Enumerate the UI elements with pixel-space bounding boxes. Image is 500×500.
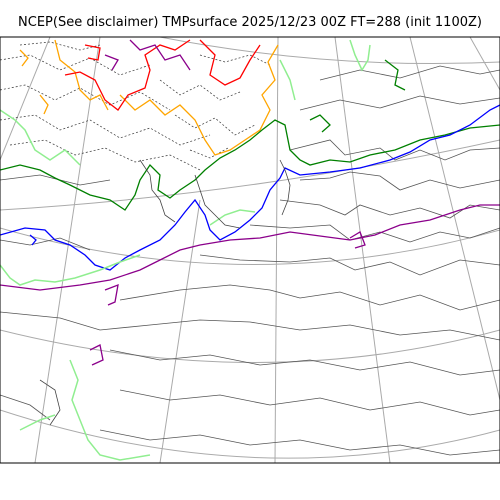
isotherm-line: [299, 171, 500, 191]
light-green-contour: [349, 39, 371, 72]
isotherm-line: [299, 95, 500, 111]
purple-contours: [0, 39, 500, 366]
purple-contour: [89, 344, 104, 366]
plot-frame: [0, 36, 500, 464]
purple-contour: [0, 204, 500, 291]
purple-contour: [104, 283, 119, 306]
graticule: [0, 37, 500, 463]
meridian-line: [34, 37, 101, 463]
light-green-contours: [0, 39, 371, 461]
dotted-contour: [174, 114, 256, 136]
dark-green-contours: [0, 59, 500, 211]
red-contours: [64, 39, 261, 111]
coastlines: [39, 159, 291, 426]
meridian-line: [469, 37, 500, 91]
light-green-contour: [209, 209, 256, 226]
orange-contours: [19, 39, 279, 156]
isotherm-line: [0, 311, 500, 341]
meridian-line: [334, 37, 391, 463]
red-contour: [84, 44, 101, 61]
meridian-line: [274, 37, 279, 463]
blue-contour: [0, 104, 500, 271]
dotted-contour: [159, 79, 241, 101]
isotherm-line: [119, 389, 500, 416]
light-green-contour: [279, 59, 296, 101]
dotted-contour: [9, 139, 201, 171]
isotherm-line: [0, 394, 51, 421]
red-contour: [199, 39, 261, 86]
purple-contour: [104, 54, 119, 71]
coastline: [194, 174, 241, 229]
dark-green-contour: [0, 119, 500, 211]
orange-contour: [39, 94, 49, 115]
isotherm-line: [99, 429, 500, 456]
parallel-line: [0, 409, 500, 459]
dark-green-contour: [309, 114, 331, 133]
light-green-contour: [69, 359, 151, 461]
map-title: NCEP(See disclaimer) TMPsurface 2025/12/…: [18, 15, 482, 30]
blue-contours: [0, 104, 500, 271]
coastline: [39, 379, 61, 426]
dotted-contour: [0, 84, 171, 111]
isotherm-line: [119, 284, 500, 311]
minor-isotherms: [0, 65, 500, 456]
isotherm-line: [109, 349, 500, 376]
dotted-contour: [199, 54, 271, 66]
isotherm-line: [289, 139, 500, 161]
dotted-contour: [189, 147, 229, 159]
orange-contour: [119, 44, 279, 156]
light-green-contour: [0, 254, 141, 286]
isotherm-line: [319, 65, 500, 81]
red-contour: [64, 39, 191, 111]
parallel-line: [0, 227, 500, 265]
dark-green-contour: [384, 59, 406, 91]
dotted-contours: [0, 41, 271, 171]
orange-contour: [54, 39, 109, 111]
coastline: [279, 159, 291, 216]
light-green-contour: [0, 109, 81, 166]
purple-contour: [349, 231, 366, 249]
blue-contour: [29, 234, 37, 246]
coastline: [139, 159, 176, 223]
light-green-contour: [19, 414, 56, 431]
dotted-contour: [19, 41, 101, 51]
dotted-contour: [0, 114, 211, 146]
isotherm-line: [199, 254, 500, 276]
purple-contour: [129, 39, 191, 71]
meridian-line: [409, 37, 500, 401]
orange-contour: [19, 49, 29, 67]
isotherm-line: [279, 199, 500, 219]
isotherm-line: [0, 237, 91, 251]
isotherm-line: [249, 224, 500, 243]
isotherm-line: [0, 174, 111, 186]
meridian-line: [159, 199, 201, 463]
meridian-line: [0, 37, 51, 161]
parallel-line: [0, 329, 500, 363]
